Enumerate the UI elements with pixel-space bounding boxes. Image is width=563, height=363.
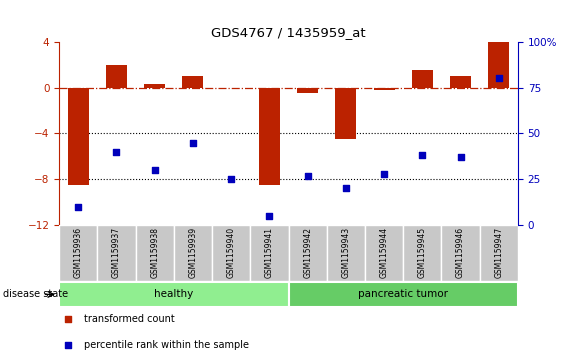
Point <box>64 342 73 348</box>
Text: GSM1159939: GSM1159939 <box>189 227 198 278</box>
Text: GSM1159937: GSM1159937 <box>112 227 121 278</box>
Point <box>189 140 198 146</box>
Point <box>150 167 159 173</box>
Bar <box>144 84 165 87</box>
Bar <box>365 225 403 281</box>
Bar <box>174 225 212 281</box>
Bar <box>59 225 97 281</box>
Text: GSM1159938: GSM1159938 <box>150 227 159 278</box>
Text: GSM1159945: GSM1159945 <box>418 227 427 278</box>
Point <box>265 213 274 219</box>
Bar <box>68 87 89 185</box>
Text: GSM1159940: GSM1159940 <box>227 227 236 278</box>
Point <box>303 173 312 179</box>
Point <box>418 152 427 158</box>
Text: GSM1159946: GSM1159946 <box>456 227 465 278</box>
Bar <box>327 225 365 281</box>
Title: GDS4767 / 1435959_at: GDS4767 / 1435959_at <box>211 26 366 39</box>
Bar <box>259 87 280 185</box>
Text: GSM1159936: GSM1159936 <box>74 227 83 278</box>
Point <box>379 171 388 177</box>
Bar <box>480 225 518 281</box>
Bar <box>374 87 395 90</box>
Point <box>494 76 503 81</box>
Bar <box>412 70 433 87</box>
Bar <box>297 87 318 93</box>
Bar <box>288 282 518 307</box>
Text: GSM1159941: GSM1159941 <box>265 227 274 278</box>
Bar <box>182 76 203 87</box>
Text: GSM1159943: GSM1159943 <box>341 227 350 278</box>
Bar <box>59 282 288 307</box>
Text: GSM1159942: GSM1159942 <box>303 227 312 278</box>
Bar <box>488 42 510 87</box>
Text: pancreatic tumor: pancreatic tumor <box>358 289 448 299</box>
Bar <box>136 225 174 281</box>
Bar <box>288 225 327 281</box>
Bar <box>336 87 356 139</box>
Text: GSM1159947: GSM1159947 <box>494 227 503 278</box>
Text: healthy: healthy <box>154 289 194 299</box>
Text: transformed count: transformed count <box>84 314 175 324</box>
Point <box>74 204 83 210</box>
Bar <box>450 76 471 87</box>
Text: percentile rank within the sample: percentile rank within the sample <box>84 340 249 350</box>
Point <box>112 149 121 155</box>
Bar <box>251 225 288 281</box>
Point <box>456 154 465 160</box>
Bar <box>106 65 127 87</box>
Bar <box>441 225 480 281</box>
Bar <box>403 225 441 281</box>
Point <box>341 185 350 191</box>
Text: GSM1159944: GSM1159944 <box>379 227 388 278</box>
Bar <box>212 225 251 281</box>
Bar <box>97 225 136 281</box>
Point <box>64 316 73 322</box>
Point <box>227 176 236 182</box>
Text: disease state: disease state <box>3 289 68 299</box>
